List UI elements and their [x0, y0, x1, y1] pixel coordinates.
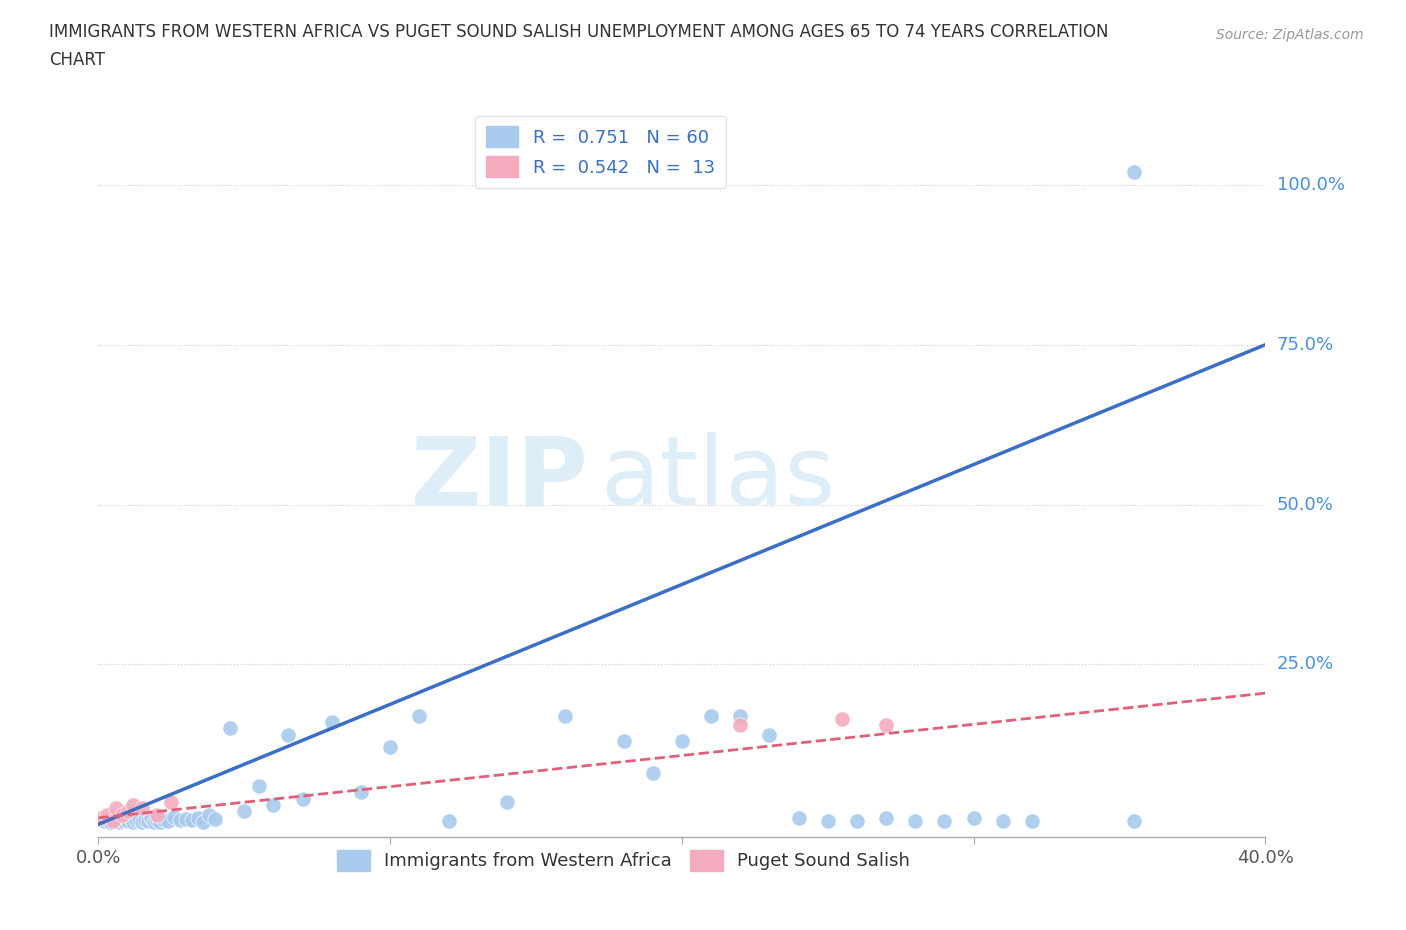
Point [198, 807, 221, 822]
Point [157, 814, 180, 829]
Point [962, 810, 984, 825]
Point [131, 801, 153, 816]
Text: IMMIGRANTS FROM WESTERN AFRICA VS PUGET SOUND SALISH UNEMPLOYMENT AMONG AGES 65 : IMMIGRANTS FROM WESTERN AFRICA VS PUGET … [49, 23, 1109, 41]
Point [350, 785, 373, 800]
Point [104, 813, 127, 828]
Text: 75.0%: 75.0% [1277, 336, 1334, 353]
Text: 50.0%: 50.0% [1277, 496, 1333, 513]
Point [730, 708, 752, 723]
Point [122, 815, 145, 830]
Point [787, 810, 810, 825]
Point [758, 727, 780, 742]
Point [193, 815, 215, 830]
Point [875, 810, 897, 825]
Point [163, 809, 186, 824]
Point [277, 727, 299, 742]
Text: Source: ZipAtlas.com: Source: ZipAtlas.com [1216, 28, 1364, 42]
Point [641, 765, 664, 780]
Point [98, 815, 121, 830]
Point [128, 812, 150, 827]
Point [934, 814, 956, 829]
Point [612, 734, 634, 749]
Point [146, 813, 169, 828]
Text: atlas: atlas [600, 432, 835, 525]
Point [187, 810, 209, 825]
Point [1123, 814, 1146, 829]
Point [700, 708, 723, 723]
Point [136, 814, 159, 829]
Point [817, 814, 839, 829]
Point [218, 721, 240, 736]
Point [160, 794, 183, 809]
Point [904, 814, 927, 829]
Point [846, 814, 869, 829]
Point [152, 812, 174, 827]
Point [554, 708, 576, 723]
Point [125, 813, 148, 828]
Point [122, 798, 145, 813]
Text: 100.0%: 100.0% [1277, 176, 1344, 193]
Point [991, 814, 1014, 829]
Point [262, 798, 284, 813]
Point [90, 810, 112, 825]
Point [730, 718, 752, 733]
Point [1123, 165, 1146, 179]
Point [111, 807, 134, 822]
Point [101, 814, 124, 829]
Point [139, 810, 162, 825]
Point [831, 711, 853, 726]
Legend: Immigrants from Western Africa, Puget Sound Salish: Immigrants from Western Africa, Puget So… [330, 843, 917, 878]
Point [321, 714, 343, 729]
Point [96, 812, 118, 827]
Point [149, 815, 172, 830]
Point [204, 812, 226, 827]
Point [671, 734, 693, 749]
Point [174, 812, 197, 827]
Point [496, 794, 519, 809]
Point [114, 809, 136, 824]
Point [120, 811, 142, 826]
Point [437, 814, 460, 829]
Point [111, 812, 134, 827]
Point [93, 814, 115, 829]
Point [875, 718, 897, 733]
Text: 25.0%: 25.0% [1277, 656, 1334, 673]
Point [1021, 814, 1043, 829]
Point [117, 814, 139, 829]
Point [291, 791, 314, 806]
Point [380, 740, 402, 755]
Text: CHART: CHART [49, 51, 105, 69]
Point [146, 807, 169, 822]
Text: ZIP: ZIP [411, 432, 589, 525]
Point [247, 778, 270, 793]
Point [233, 804, 256, 819]
Point [169, 812, 191, 827]
Point [117, 804, 139, 819]
Point [131, 815, 153, 830]
Point [104, 801, 127, 816]
Point [108, 815, 131, 830]
Point [408, 708, 430, 723]
Point [96, 807, 118, 822]
Point [142, 815, 165, 830]
Point [180, 813, 202, 828]
Point [134, 812, 156, 827]
Point [101, 810, 124, 825]
